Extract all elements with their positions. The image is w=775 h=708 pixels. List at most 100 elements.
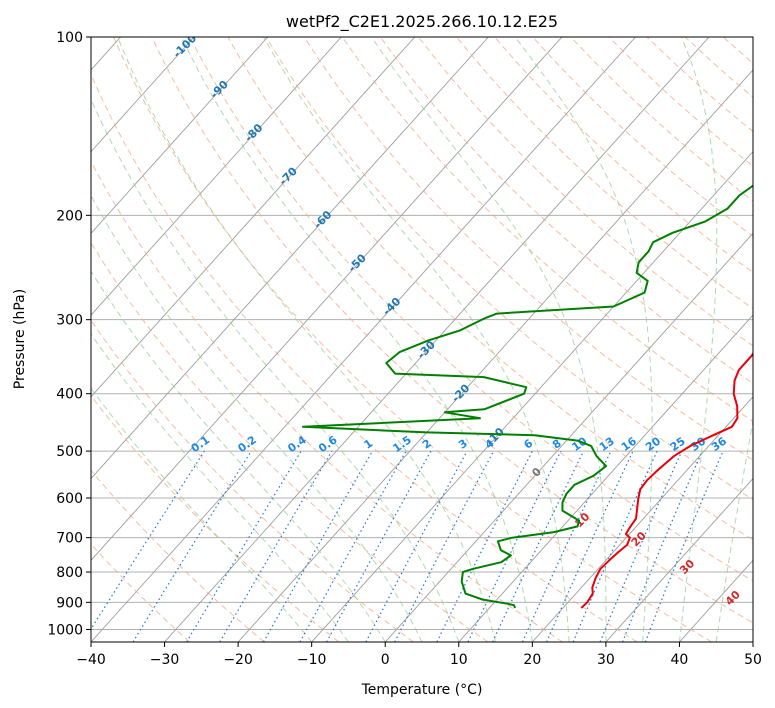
mixing-ratio-line (132, 450, 252, 642)
moist-adiabat-line (263, 37, 570, 642)
isotherm-line (91, 37, 636, 642)
dry-adiabat-line (113, 37, 713, 642)
y-tick-label: 300 (56, 313, 83, 329)
y-axis-title: Pressure (hPa) (12, 289, 28, 389)
dry-adiabat-line (418, 37, 753, 347)
dry-adiabat-line (227, 37, 753, 541)
isotherm-line (384, 232, 753, 642)
y-tick-label: 1000 (47, 622, 83, 638)
isotherm-label: -100 (171, 32, 200, 61)
y-tick-label: 900 (56, 595, 83, 611)
mixing-ratio-label: 0.1 (189, 433, 212, 455)
mixing-ratio-line (262, 450, 374, 642)
mixing-ratio-line (394, 450, 495, 642)
mixing-ratio-line (299, 450, 407, 642)
x-tick-label: −30 (150, 652, 180, 668)
x-tick-label: 40 (671, 652, 689, 668)
dry-adiabat-line (532, 37, 753, 238)
isotherm-line (311, 150, 753, 642)
mixing-ratio-label: 0.4 (285, 433, 309, 455)
y-tick-label: 200 (56, 208, 83, 224)
x-tick-label: 0 (381, 652, 390, 668)
moist-adiabat-line (715, 417, 753, 642)
grid-layer (91, 37, 753, 642)
dry-adiabat-line (91, 73, 638, 642)
isotherm-line (91, 37, 563, 561)
mixing-ratio-label: 0.6 (316, 433, 340, 455)
y-tick-label: 600 (56, 491, 83, 507)
plot-frame (90, 36, 754, 643)
dry-adiabat-line (646, 37, 753, 133)
mixing-ratio-line (599, 450, 683, 642)
dry-adiabat-line (91, 469, 265, 642)
y-tick-label: 100 (56, 30, 83, 46)
moist-adiabat-line (91, 333, 349, 642)
dewpoint-profile-line (302, 184, 753, 609)
dry-adiabat-line (91, 160, 563, 642)
dry-adiabat-line (91, 543, 191, 642)
reference-lines (91, 37, 753, 642)
series-layer (302, 184, 753, 609)
plot-area: 0.1 0.2 0.4 0.6 1 1.5 2 3 4 6 8 10 13 16 20 25 30 36-100-… (90, 32, 754, 643)
mixing-ratio-label: 1 (362, 437, 376, 452)
y-tick-label: 700 (56, 531, 83, 547)
isotherm-line (91, 37, 489, 480)
moist-adiabat-line (91, 270, 386, 642)
mixing-ratio-line (91, 450, 205, 631)
y-tick-label: 800 (56, 565, 83, 581)
y-tick-label: 500 (56, 444, 83, 460)
x-axis: −40 −30 −20 −10 0 10 20 30 40 50 (76, 642, 762, 668)
moist-adiabat-line (117, 37, 497, 642)
temperature-profile-line (580, 351, 753, 609)
moist-adiabat-line (91, 194, 423, 642)
dry-adiabat-line (91, 241, 489, 642)
isotherm-line (531, 396, 753, 642)
isotherm-line (164, 37, 710, 642)
x-tick-label: 50 (744, 652, 762, 668)
dry-adiabat-line (91, 395, 340, 642)
isotherm-line (91, 37, 342, 316)
x-tick-label: −40 (76, 652, 106, 668)
y-axis: 100 200 300 400 500 600 700 800 900 1000 (47, 30, 91, 638)
isotherm-line (91, 37, 269, 235)
moist-adiabat-line (181, 37, 533, 642)
mixing-ratio-line (644, 450, 724, 642)
dry-adiabat-line (265, 37, 753, 501)
x-tick-label: −10 (297, 652, 327, 668)
y-tick-label: 400 (56, 387, 83, 403)
isotherm-line (91, 37, 195, 153)
isotherm-line (458, 314, 753, 642)
dry-adiabat-line (456, 37, 753, 310)
x-tick-label: 30 (597, 652, 615, 668)
moist-adiabat-line (678, 37, 718, 642)
moist-adiabat-line (91, 387, 313, 642)
dry-adiabat-line (379, 37, 753, 384)
mixing-ratio-line (467, 450, 562, 642)
mixing-ratio-line (365, 450, 468, 642)
mixing-ratio-line (186, 450, 302, 642)
mixing-ratio-label: 2 (420, 437, 434, 452)
moist-adiabat-line (371, 37, 607, 642)
mixing-ratio-label: 3 (456, 437, 470, 452)
isotherm-line (679, 559, 753, 642)
x-tick-label: −20 (223, 652, 253, 668)
isotherm-line (752, 641, 753, 642)
x-tick-label: 20 (523, 652, 541, 668)
moist-adiabat-line (91, 98, 460, 642)
dry-adiabat-line (189, 37, 753, 582)
isotherm-line (91, 37, 416, 398)
isotherm-line (237, 69, 753, 642)
dry-adiabat-line (608, 37, 753, 167)
chart-title: wetPf2_C2E1.2025.266.10.12.E25 (286, 12, 558, 32)
mixing-ratio-line (492, 450, 585, 642)
isotherm-line (605, 477, 753, 642)
moist-adiabat-line (514, 37, 653, 642)
mixing-ratio-label: 6 (522, 437, 536, 452)
mixing-ratio-line (219, 450, 333, 642)
mixing-ratio-label: 0.2 (235, 433, 258, 455)
x-axis-title: Temperature (°C) (361, 682, 483, 698)
x-tick-label: 10 (450, 652, 468, 668)
dry-adiabat-line (91, 319, 414, 642)
mixing-ratio-line (326, 450, 432, 642)
